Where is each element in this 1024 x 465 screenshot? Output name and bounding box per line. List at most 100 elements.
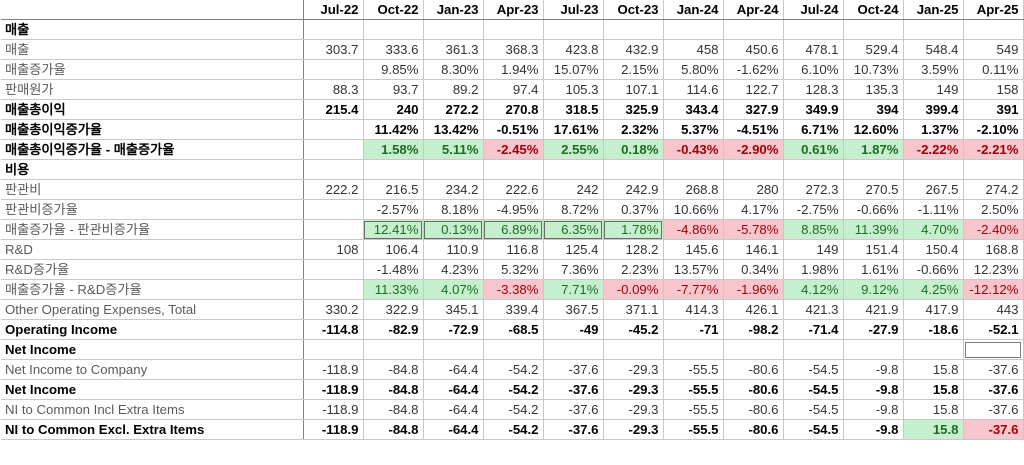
cell[interactable]: -9.8 [843, 359, 904, 381]
cell[interactable]: 303.7 [303, 39, 364, 61]
cell[interactable] [723, 19, 784, 41]
cell[interactable]: 4.07% [423, 279, 484, 301]
cell[interactable]: 8.30% [423, 59, 484, 81]
cell[interactable]: -27.9 [843, 319, 904, 341]
row-label[interactable]: NI to Common Incl Extra Items [1, 399, 304, 421]
cell[interactable]: 417.9 [903, 299, 964, 321]
cell[interactable]: 149 [783, 239, 844, 261]
row-label[interactable]: 매출증가율 - 판관비증가율 [1, 219, 304, 241]
cell[interactable]: 432.9 [603, 39, 664, 61]
cell[interactable]: 8.18% [423, 199, 484, 221]
cell[interactable]: 458 [663, 39, 724, 61]
cell[interactable]: 368.3 [483, 39, 544, 61]
cell[interactable]: 343.4 [663, 99, 724, 121]
row-label[interactable]: R&D [1, 239, 304, 261]
cell[interactable]: -118.9 [303, 359, 364, 381]
cell[interactable]: 6.89% [483, 219, 544, 241]
cell[interactable]: 234.2 [423, 179, 484, 201]
cell[interactable] [663, 19, 724, 41]
cell[interactable]: 2.50% [963, 199, 1024, 221]
cell[interactable]: 15.8 [903, 379, 964, 401]
cell[interactable]: -72.9 [423, 319, 484, 341]
cell[interactable]: -80.6 [723, 359, 784, 381]
cell[interactable]: -4.51% [723, 119, 784, 141]
cell[interactable] [363, 19, 424, 41]
cell[interactable]: 4.25% [903, 279, 964, 301]
row-label[interactable]: Net Income [1, 379, 304, 401]
cell[interactable]: 13.42% [423, 119, 484, 141]
row-label[interactable]: 판관비 [1, 179, 304, 201]
cell[interactable] [303, 259, 364, 281]
cell[interactable]: -37.6 [963, 399, 1024, 421]
cell[interactable]: 150.4 [903, 239, 964, 261]
cell[interactable]: -114.8 [303, 319, 364, 341]
cell[interactable]: 116.8 [483, 239, 544, 261]
column-header[interactable]: Apr-25 [963, 0, 1024, 21]
cell[interactable] [903, 339, 964, 361]
cell[interactable]: -7.77% [663, 279, 724, 301]
cell[interactable]: 7.36% [543, 259, 604, 281]
cell[interactable]: -54.5 [783, 379, 844, 401]
cell[interactable]: -2.57% [363, 199, 424, 221]
cell[interactable] [963, 339, 1024, 361]
column-header[interactable]: Jan-23 [423, 0, 484, 21]
cell[interactable]: 10.73% [843, 59, 904, 81]
cell[interactable]: 15.07% [543, 59, 604, 81]
cell[interactable]: 318.5 [543, 99, 604, 121]
cell[interactable]: 268.8 [663, 179, 724, 201]
cell[interactable] [843, 19, 904, 41]
cell[interactable]: -29.3 [603, 379, 664, 401]
cell[interactable]: -82.9 [363, 319, 424, 341]
cell[interactable]: 450.6 [723, 39, 784, 61]
cell[interactable]: -64.4 [423, 419, 484, 441]
cell[interactable]: 1.87% [843, 139, 904, 161]
cell[interactable]: 280 [723, 179, 784, 201]
cell[interactable]: -55.5 [663, 359, 724, 381]
cell[interactable]: 15.8 [903, 359, 964, 381]
cell[interactable]: 3.59% [903, 59, 964, 81]
cell[interactable] [483, 19, 544, 41]
cell[interactable]: 274.2 [963, 179, 1024, 201]
cell[interactable] [483, 159, 544, 181]
cell[interactable]: 371.1 [603, 299, 664, 321]
column-header[interactable]: Jul-23 [543, 0, 604, 21]
cell[interactable]: -55.5 [663, 419, 724, 441]
row-label[interactable]: 판관비증가율 [1, 199, 304, 221]
column-header[interactable]: Oct-22 [363, 0, 424, 21]
cell[interactable]: -0.43% [663, 139, 724, 161]
cell[interactable]: 114.6 [663, 79, 724, 101]
cell[interactable]: -54.2 [483, 379, 544, 401]
row-label[interactable]: Net Income [1, 339, 304, 361]
cell[interactable]: 0.61% [783, 139, 844, 161]
row-label[interactable]: 매출총이익증가율 - 매출증가율 [1, 139, 304, 161]
cell[interactable]: -9.8 [843, 399, 904, 421]
cell[interactable]: 391 [963, 99, 1024, 121]
cell[interactable]: -52.1 [963, 319, 1024, 341]
cell[interactable]: 443 [963, 299, 1024, 321]
column-header[interactable]: Jan-25 [903, 0, 964, 21]
cell[interactable] [603, 159, 664, 181]
cell[interactable]: -0.09% [603, 279, 664, 301]
cell[interactable]: -2.10% [963, 119, 1024, 141]
cell[interactable]: 394 [843, 99, 904, 121]
cell[interactable]: 93.7 [363, 79, 424, 101]
cell[interactable]: -45.2 [603, 319, 664, 341]
cell[interactable] [423, 19, 484, 41]
cell[interactable]: 478.1 [783, 39, 844, 61]
cell[interactable]: 327.9 [723, 99, 784, 121]
cell[interactable]: 242 [543, 179, 604, 201]
cell[interactable]: 1.58% [363, 139, 424, 161]
cell[interactable] [783, 159, 844, 181]
cell[interactable]: 128.3 [783, 79, 844, 101]
row-label[interactable]: 판매원가 [1, 79, 304, 101]
cell[interactable]: 5.37% [663, 119, 724, 141]
cell[interactable]: 367.5 [543, 299, 604, 321]
cell[interactable] [303, 339, 364, 361]
cell[interactable] [363, 159, 424, 181]
cell[interactable]: 423.8 [543, 39, 604, 61]
cell[interactable]: -64.4 [423, 399, 484, 421]
cell[interactable]: -2.40% [963, 219, 1024, 241]
row-label[interactable]: 비용 [1, 159, 304, 181]
cell[interactable]: -37.6 [543, 359, 604, 381]
cell[interactable]: -55.5 [663, 379, 724, 401]
